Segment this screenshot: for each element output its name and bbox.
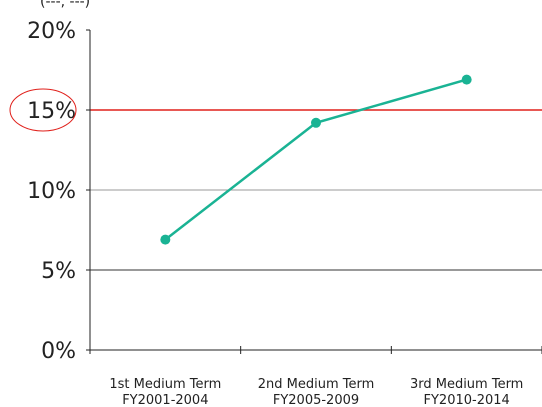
- x-tick-label: 1st Medium Term FY2001-2004: [109, 377, 221, 407]
- highlight-annotation: [9, 88, 77, 132]
- x-tick-label: 3rd Medium Term FY2010-2014: [410, 377, 523, 407]
- data-point-2: [311, 117, 321, 128]
- x-tick-label: 2nd Medium Term FY2005-2009: [258, 377, 375, 407]
- series: [160, 74, 472, 245]
- cut-off-text: (---, ---): [40, 0, 90, 10]
- data-point-1: [160, 234, 171, 245]
- y-tick-label: 0%: [41, 339, 76, 364]
- gridlines: [90, 189, 542, 271]
- x-tick-labels: 1st Medium Term FY2001-2004 2nd Medium Ter…: [109, 377, 523, 407]
- highlight-circle: [9, 88, 77, 132]
- y-tick-label: 20%: [27, 19, 76, 44]
- y-tick-labels: 0% 5% 10% 15% 20%: [27, 19, 76, 364]
- y-tick-label: 10%: [27, 179, 76, 204]
- axes: [86, 29, 542, 354]
- y-tick-label: 5%: [41, 259, 76, 284]
- series-line: [164, 78, 468, 241]
- y-tick-label: 15%: [27, 99, 76, 124]
- data-point-3: [461, 74, 472, 85]
